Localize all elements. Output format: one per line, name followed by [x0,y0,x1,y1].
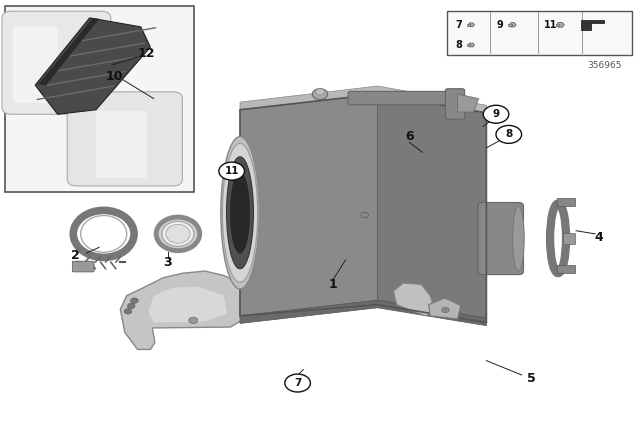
Polygon shape [120,271,250,349]
Bar [563,233,575,244]
Circle shape [316,89,324,95]
Circle shape [483,105,509,123]
FancyBboxPatch shape [478,202,524,275]
FancyBboxPatch shape [13,27,58,103]
Polygon shape [468,43,474,47]
Circle shape [442,307,449,313]
Text: 8: 8 [505,129,513,139]
Polygon shape [378,94,486,318]
Bar [556,24,559,26]
Polygon shape [240,300,486,326]
Polygon shape [240,94,378,316]
Bar [447,11,632,55]
FancyBboxPatch shape [2,11,111,114]
Text: 8: 8 [456,40,463,50]
Text: 3: 3 [163,255,172,269]
Circle shape [361,212,369,218]
Ellipse shape [230,172,250,253]
Bar [557,265,575,273]
Bar [5,6,194,192]
Ellipse shape [513,206,524,271]
Text: 6: 6 [405,130,414,143]
FancyBboxPatch shape [72,261,94,272]
Text: 11: 11 [225,166,239,176]
Ellipse shape [162,221,194,246]
Circle shape [131,298,138,303]
Polygon shape [468,23,474,27]
Text: 356965: 356965 [588,61,621,70]
Bar [467,24,470,26]
Polygon shape [35,18,150,114]
Ellipse shape [227,157,253,269]
Polygon shape [38,18,99,85]
Ellipse shape [156,217,200,251]
Bar [467,44,470,46]
Circle shape [127,303,135,309]
Circle shape [124,309,132,314]
Ellipse shape [223,143,258,282]
Polygon shape [394,283,435,316]
Text: 7: 7 [456,20,463,30]
Text: 1: 1 [328,278,337,291]
Polygon shape [458,94,479,112]
Text: 9: 9 [497,20,503,30]
Polygon shape [509,23,516,27]
Text: 9: 9 [492,109,500,119]
Bar [508,24,511,26]
Polygon shape [240,86,486,113]
Text: 7: 7 [294,378,301,388]
FancyBboxPatch shape [348,91,462,105]
Ellipse shape [221,137,259,289]
Circle shape [189,317,198,323]
Text: 2: 2 [71,249,80,262]
Text: 4: 4 [594,231,603,244]
Polygon shape [148,287,227,323]
FancyBboxPatch shape [67,92,182,186]
Text: 11: 11 [544,20,557,30]
Text: 10: 10 [105,69,123,83]
Circle shape [312,89,328,99]
FancyBboxPatch shape [96,111,147,178]
Circle shape [219,162,244,180]
Bar [557,198,575,206]
Circle shape [496,125,522,143]
FancyBboxPatch shape [445,89,465,119]
Text: 12: 12 [137,47,155,60]
Polygon shape [429,298,461,319]
Text: 5: 5 [527,372,536,385]
Polygon shape [556,22,564,27]
Polygon shape [581,20,604,30]
Ellipse shape [166,224,190,243]
Circle shape [285,374,310,392]
